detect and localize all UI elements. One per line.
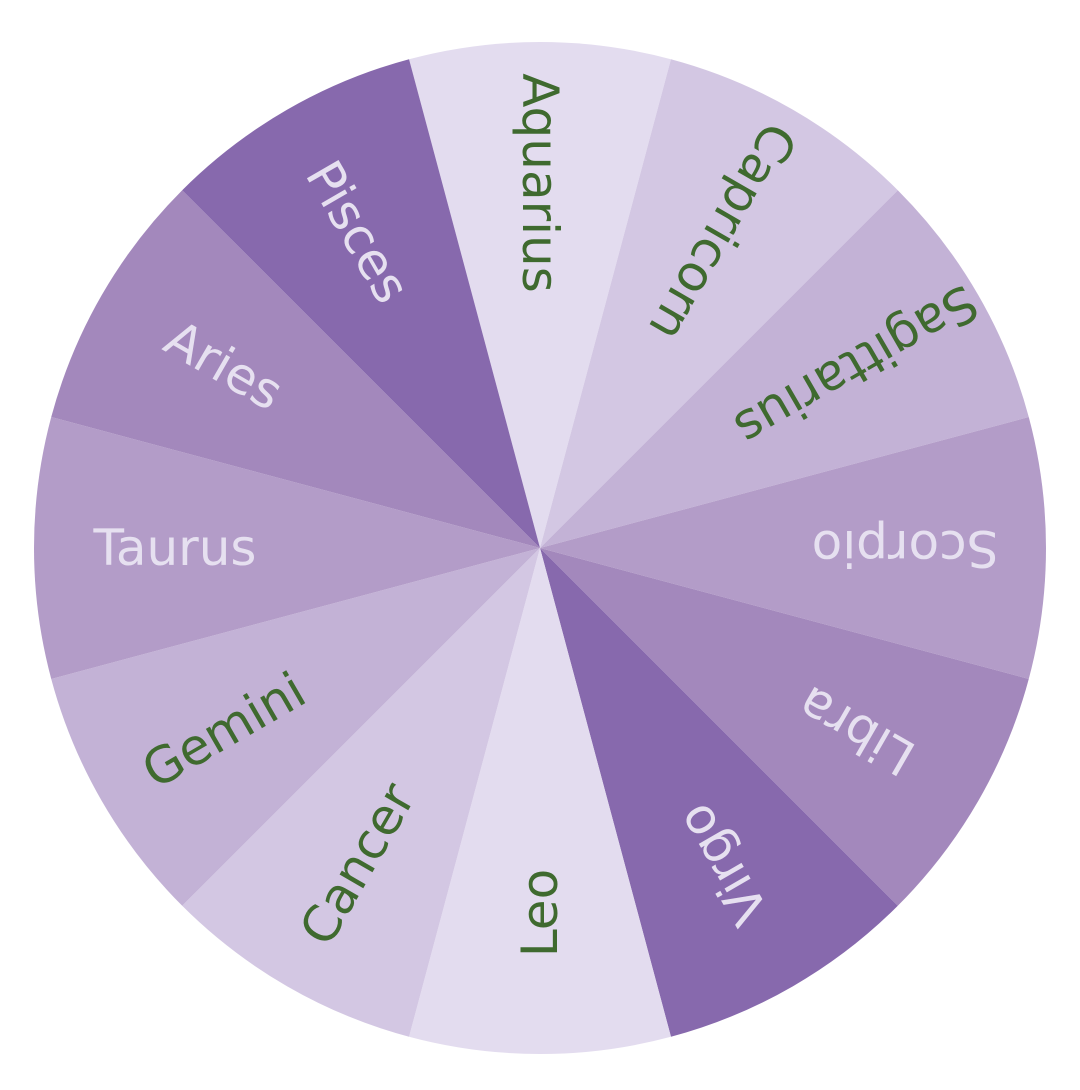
- sector-capricorn: [540, 59, 898, 549]
- sector-pisces: [182, 59, 540, 549]
- label-aquarius: Aquarius: [511, 73, 569, 293]
- sector-taurus: [33, 417, 540, 679]
- sector-aries: [51, 190, 541, 548]
- sector-virgo: [540, 548, 898, 1037]
- sector-scorpio: [540, 417, 1047, 679]
- sector-cancer: [182, 548, 540, 1037]
- label-taurus: Taurus: [93, 519, 257, 577]
- sector-gemini: [51, 548, 541, 906]
- label-leo: Leo: [511, 869, 569, 957]
- wheel-sectors: [33, 41, 1047, 1055]
- sector-libra: [540, 548, 1029, 906]
- sector-aquarius: [409, 41, 671, 549]
- label-scorpio: Scorpio: [812, 519, 999, 577]
- sector-sagittarius: [540, 190, 1029, 548]
- sector-leo: [409, 548, 671, 1055]
